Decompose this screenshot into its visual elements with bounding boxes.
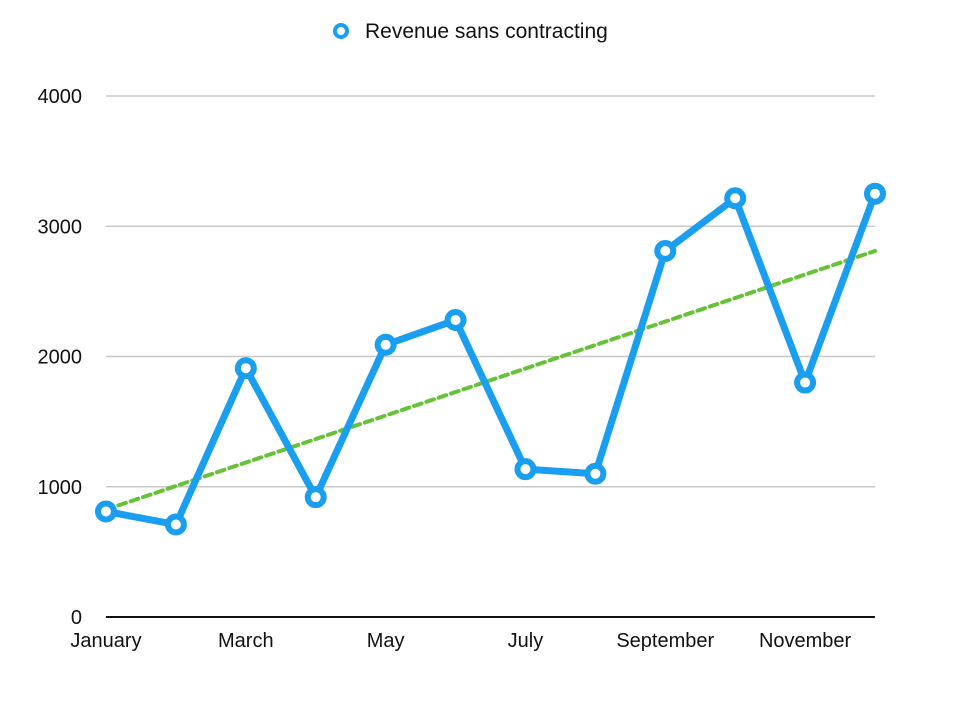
trendline-layer bbox=[104, 248, 877, 512]
data-point bbox=[794, 371, 817, 394]
legend-series-label: Revenue sans contracting bbox=[365, 20, 608, 43]
data-point bbox=[234, 357, 257, 380]
x-tick-label: March bbox=[218, 630, 274, 652]
x-tick-label: September bbox=[616, 630, 714, 652]
y-tick-label: 2000 bbox=[38, 347, 83, 369]
trendline bbox=[104, 248, 877, 512]
data-point bbox=[304, 486, 327, 509]
y-tick-label: 4000 bbox=[38, 86, 83, 108]
data-point bbox=[95, 500, 117, 523]
data-point bbox=[584, 462, 607, 485]
y-tick-label: 3000 bbox=[38, 216, 83, 238]
data-point bbox=[374, 333, 397, 356]
data-point bbox=[444, 309, 467, 332]
y-tick-label: 0 bbox=[71, 607, 82, 629]
x-axis-labels: January March May July September November bbox=[70, 630, 851, 652]
y-tick-label: 1000 bbox=[38, 477, 83, 499]
legend: Revenue sans contracting bbox=[333, 20, 608, 43]
data-point bbox=[514, 458, 537, 481]
y-axis-labels: 0 1000 2000 3000 4000 bbox=[38, 86, 83, 629]
data-point bbox=[724, 187, 747, 210]
x-tick-label: May bbox=[367, 630, 405, 652]
x-tick-label: November bbox=[759, 630, 852, 652]
data-point bbox=[864, 182, 886, 205]
series-layer bbox=[95, 182, 886, 536]
gridlines bbox=[106, 95, 875, 618]
revenue-series-line bbox=[102, 190, 879, 529]
x-tick-label: July bbox=[508, 630, 544, 652]
data-point bbox=[164, 513, 187, 536]
x-tick-label: January bbox=[70, 630, 141, 652]
legend-series-marker bbox=[333, 23, 349, 39]
data-point bbox=[654, 239, 677, 262]
